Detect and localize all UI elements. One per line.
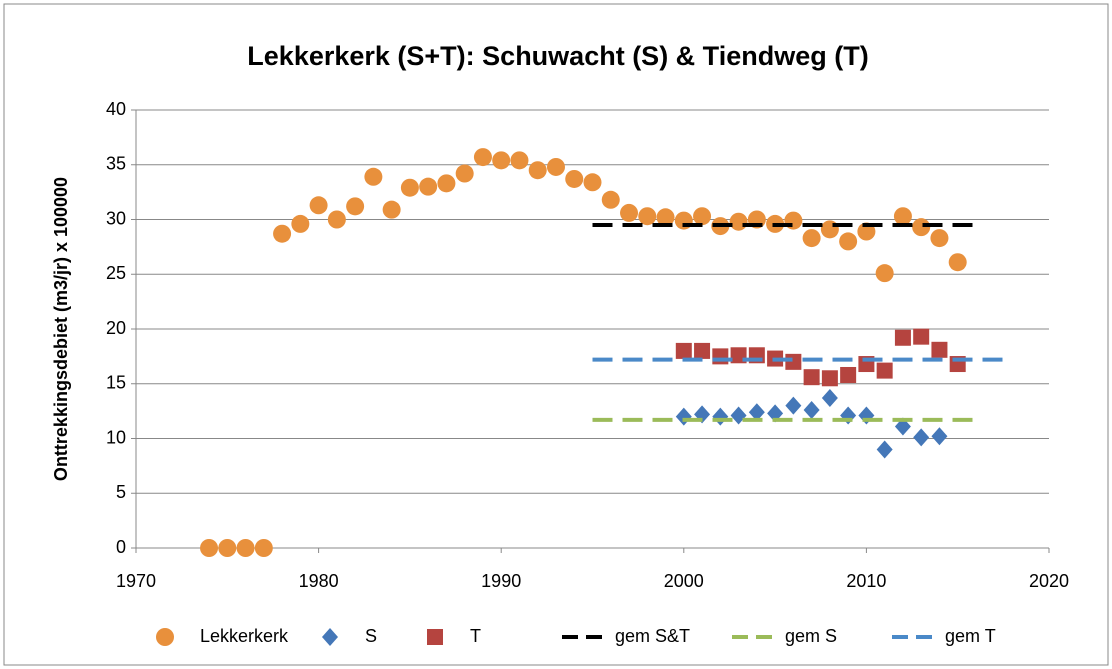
point (839, 232, 858, 251)
point (510, 151, 529, 170)
point (893, 207, 912, 226)
legend-swatch (156, 628, 174, 646)
point (346, 197, 365, 216)
point (931, 341, 948, 358)
x-tick-label: 1980 (299, 571, 339, 591)
point (930, 229, 949, 248)
y-tick-label: 35 (106, 154, 126, 174)
point (748, 403, 765, 422)
legend-swatch (322, 628, 338, 646)
point (309, 196, 328, 215)
point (565, 169, 584, 188)
point (821, 370, 838, 387)
y-tick-label: 40 (106, 99, 126, 119)
y-tick-label: 15 (106, 373, 126, 393)
point (802, 229, 821, 248)
legend-swatch (427, 629, 443, 645)
point (913, 428, 930, 447)
y-tick-label: 20 (106, 318, 126, 338)
x-tick-label: 1990 (481, 571, 521, 591)
y-tick-label: 10 (106, 427, 126, 447)
legend-label: T (470, 626, 481, 646)
point (473, 148, 492, 167)
point (200, 539, 219, 557)
legend-label: gem S&T (615, 626, 690, 646)
point (327, 210, 346, 229)
point (931, 427, 948, 446)
legend-label: Lekkerkerk (200, 626, 289, 646)
point (912, 218, 931, 237)
point (767, 404, 784, 423)
point (875, 264, 894, 283)
point (236, 539, 255, 557)
point (364, 167, 383, 186)
x-tick-label: 2000 (664, 571, 704, 591)
point (620, 203, 639, 222)
point (876, 362, 893, 379)
point (437, 174, 456, 193)
point (694, 342, 711, 359)
point (693, 207, 712, 226)
point (729, 212, 748, 231)
point (638, 207, 657, 226)
point (546, 157, 565, 176)
point (857, 222, 876, 241)
point (528, 161, 547, 180)
point (382, 200, 401, 219)
legend-label: gem T (945, 626, 996, 646)
x-tick-label: 1970 (116, 571, 156, 591)
point (419, 177, 438, 196)
point (785, 396, 802, 415)
legend-label: S (365, 626, 377, 646)
point (840, 366, 857, 383)
y-tick-label: 30 (106, 208, 126, 228)
point (492, 151, 511, 170)
point (785, 353, 802, 370)
point (948, 253, 967, 272)
y-axis-label: Onttrekkingsdebiet (m3/jr) x 100000 (51, 177, 71, 481)
point (894, 329, 911, 346)
point (254, 539, 273, 557)
point (803, 401, 820, 420)
point (583, 173, 602, 192)
point (821, 388, 838, 407)
point (876, 440, 893, 459)
y-tick-label: 5 (116, 482, 126, 502)
x-tick-label: 2020 (1029, 571, 1069, 591)
point (601, 190, 620, 209)
y-tick-label: 0 (116, 537, 126, 557)
point (712, 348, 729, 365)
point (894, 417, 911, 436)
point (803, 369, 820, 386)
point (913, 328, 930, 345)
point (218, 539, 237, 557)
chart-title: Lekkerkerk (S+T): Schuwacht (S) & Tiendw… (247, 41, 868, 71)
point (675, 342, 692, 359)
chart-border (3, 3, 1109, 666)
y-tick-label: 25 (106, 263, 126, 283)
point (273, 224, 292, 243)
point (400, 178, 419, 197)
point (656, 208, 675, 227)
legend-label: gem S (785, 626, 837, 646)
point (291, 214, 310, 233)
point (455, 164, 474, 183)
x-tick-label: 2010 (846, 571, 886, 591)
